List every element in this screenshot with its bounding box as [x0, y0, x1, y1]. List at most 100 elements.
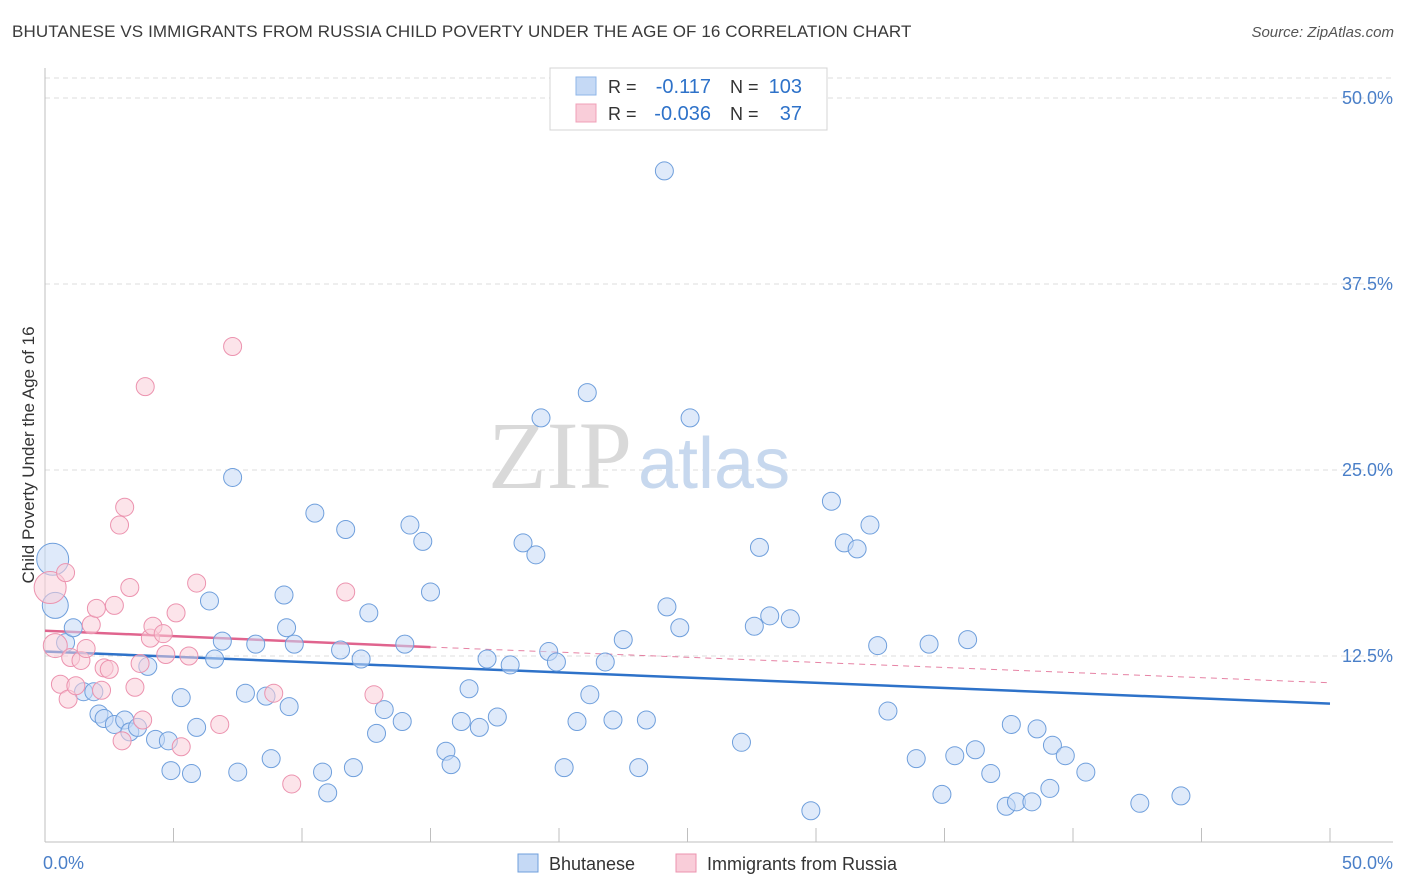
data-point[interactable]: [305, 503, 325, 523]
data-point[interactable]: [477, 649, 497, 669]
data-point[interactable]: [179, 646, 199, 666]
data-point[interactable]: [459, 679, 479, 699]
data-point[interactable]: [451, 711, 471, 731]
data-point[interactable]: [945, 746, 965, 766]
data-point[interactable]: [801, 801, 821, 821]
data-point[interactable]: [279, 697, 299, 717]
data-point[interactable]: [981, 764, 1001, 784]
data-point[interactable]: [780, 609, 800, 629]
data-point[interactable]: [81, 615, 101, 635]
data-point[interactable]: [906, 749, 926, 769]
data-point[interactable]: [1040, 778, 1060, 798]
data-point[interactable]: [171, 737, 191, 757]
data-point[interactable]: [1022, 792, 1042, 812]
data-point[interactable]: [958, 630, 978, 650]
data-point[interactable]: [500, 655, 520, 675]
data-point[interactable]: [965, 740, 985, 760]
data-point[interactable]: [629, 758, 649, 778]
data-point[interactable]: [1001, 714, 1021, 734]
data-point[interactable]: [336, 520, 356, 540]
data-point[interactable]: [187, 717, 207, 737]
data-point[interactable]: [636, 710, 656, 730]
data-point[interactable]: [613, 630, 633, 650]
data-point[interactable]: [115, 497, 135, 517]
data-point[interactable]: [56, 563, 76, 583]
data-point[interactable]: [223, 336, 243, 356]
data-point[interactable]: [654, 161, 674, 181]
data-point[interactable]: [919, 634, 939, 654]
data-point[interactable]: [744, 616, 764, 636]
data-point[interactable]: [567, 711, 587, 731]
data-point[interactable]: [235, 683, 255, 703]
data-point[interactable]: [130, 653, 150, 673]
data-point[interactable]: [161, 761, 181, 781]
data-point[interactable]: [76, 639, 96, 659]
data-point[interactable]: [577, 383, 597, 403]
data-point[interactable]: [187, 573, 207, 593]
data-point[interactable]: [92, 680, 112, 700]
data-point[interactable]: [580, 685, 600, 705]
data-point[interactable]: [274, 585, 294, 605]
data-point[interactable]: [878, 701, 898, 721]
data-point[interactable]: [343, 758, 363, 778]
data-point[interactable]: [66, 676, 86, 696]
legend-swatch-bhutanese[interactable]: [517, 853, 539, 873]
data-point[interactable]: [847, 539, 867, 559]
data-point[interactable]: [395, 634, 415, 654]
data-point[interactable]: [199, 591, 219, 611]
data-point[interactable]: [223, 467, 243, 487]
data-point[interactable]: [336, 582, 356, 602]
data-point[interactable]: [760, 606, 780, 626]
data-point[interactable]: [331, 640, 351, 660]
data-point[interactable]: [487, 707, 507, 727]
data-point[interactable]: [513, 533, 533, 553]
data-point[interactable]: [86, 598, 106, 618]
data-point[interactable]: [42, 633, 68, 659]
data-point[interactable]: [284, 634, 304, 654]
data-point[interactable]: [546, 652, 566, 672]
data-point[interactable]: [181, 764, 201, 784]
data-point[interactable]: [469, 717, 489, 737]
data-point[interactable]: [63, 618, 83, 638]
data-point[interactable]: [868, 636, 888, 656]
data-point[interactable]: [135, 377, 155, 397]
data-point[interactable]: [212, 631, 232, 651]
legend-swatch-russia[interactable]: [675, 853, 697, 873]
data-point[interactable]: [400, 515, 420, 535]
data-point[interactable]: [670, 618, 690, 638]
data-point[interactable]: [282, 774, 302, 794]
legend-label-bhutanese[interactable]: Bhutanese: [549, 854, 635, 874]
data-point[interactable]: [110, 515, 130, 535]
data-point[interactable]: [421, 582, 440, 602]
data-point[interactable]: [595, 652, 615, 672]
data-point[interactable]: [749, 537, 769, 557]
data-point[interactable]: [531, 408, 551, 428]
data-point[interactable]: [33, 571, 67, 605]
data-point[interactable]: [351, 649, 371, 669]
data-point[interactable]: [364, 685, 384, 705]
data-point[interactable]: [932, 784, 952, 804]
data-point[interactable]: [264, 683, 284, 703]
data-point[interactable]: [1171, 786, 1191, 806]
data-point[interactable]: [367, 723, 387, 743]
data-point[interactable]: [821, 491, 841, 511]
data-point[interactable]: [313, 762, 333, 782]
data-point[interactable]: [1076, 762, 1096, 782]
legend-label-russia[interactable]: Immigrants from Russia: [707, 854, 898, 874]
data-point[interactable]: [1055, 746, 1075, 766]
data-point[interactable]: [1130, 793, 1150, 813]
data-point[interactable]: [441, 755, 461, 775]
data-point[interactable]: [171, 688, 191, 708]
data-point[interactable]: [374, 700, 394, 720]
data-point[interactable]: [153, 624, 173, 644]
data-point[interactable]: [526, 545, 546, 565]
data-point[interactable]: [413, 531, 433, 551]
data-point[interactable]: [104, 595, 124, 615]
data-point[interactable]: [156, 645, 176, 665]
data-point[interactable]: [246, 634, 266, 654]
data-point[interactable]: [210, 714, 230, 734]
data-point[interactable]: [99, 659, 119, 679]
data-point[interactable]: [205, 649, 225, 669]
data-point[interactable]: [680, 408, 700, 428]
data-point[interactable]: [133, 710, 153, 730]
